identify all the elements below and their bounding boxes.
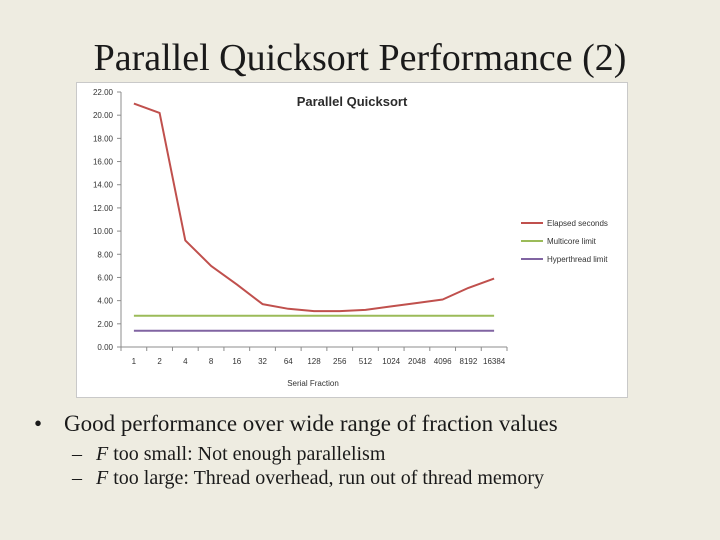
x-tick-label: 4 (183, 357, 188, 366)
x-tick-label: 16384 (483, 357, 506, 366)
y-tick-label: 0.00 (97, 343, 113, 352)
chart-series (133, 102, 495, 332)
bullet-list: • Good performance over wide range of fr… (34, 412, 694, 490)
x-tick-label: 1 (132, 357, 137, 366)
quicksort-line-chart: Parallel Quicksort Serial Fraction 0.00 2… (93, 88, 608, 388)
chart-legend: Elapsed seconds Multicore limit Hyperthrea… (521, 219, 608, 264)
y-tick-label: 22.00 (93, 88, 114, 97)
x-tick-label: 2 (157, 357, 162, 366)
x-tick-label: 32 (258, 357, 267, 366)
x-tick-label: 128 (307, 357, 321, 366)
x-tick-label: 256 (333, 357, 347, 366)
subbullet-item: – F too large: Thread overhead, run out o… (34, 466, 694, 490)
bullet-text: Good performance over wide range of frac… (64, 411, 558, 436)
subbullet-text: too large: Thread overhead, run out of t… (108, 467, 544, 489)
bullet-item: • Good performance over wide range of fr… (34, 412, 624, 436)
x-tick-label: 1024 (382, 357, 400, 366)
y-tick-label: 18.00 (93, 134, 114, 143)
chart-title: Parallel Quicksort (297, 94, 408, 109)
y-tick-label: 12.00 (93, 204, 114, 213)
x-axis-label: Serial Fraction (287, 379, 339, 388)
series-line (133, 102, 495, 313)
subbullet-variable: F (96, 443, 109, 465)
legend-label: Hyperthread limit (547, 255, 608, 264)
x-tick-label: 4096 (434, 357, 452, 366)
x-tick-label: 2048 (408, 357, 426, 366)
legend-label: Multicore limit (547, 237, 597, 246)
subbullet-variable: F (96, 467, 109, 489)
slide-title: Parallel Quicksort Performance (2) (93, 37, 627, 79)
subbullet-text: too small: Not enough parallelism (108, 443, 386, 465)
subbullet-marker: – (72, 443, 82, 465)
x-tick-label: 64 (284, 357, 293, 366)
y-tick-label: 10.00 (93, 227, 114, 236)
y-tick-label: 2.00 (97, 320, 113, 329)
chart-axes: 0.00 2.00 4.00 6.00 8.00 10.00 12.00 14.00 16.00… (93, 88, 508, 366)
y-tick-label: 6.00 (97, 273, 113, 282)
subbullet-item: – F too small: Not enough parallelism (34, 442, 694, 466)
y-tick-label: 4.00 (97, 297, 113, 306)
y-tick-label: 20.00 (93, 111, 114, 120)
chart-frame: Parallel Quicksort Serial Fraction 0.00 2… (76, 82, 628, 398)
y-tick-label: 16.00 (93, 158, 114, 167)
x-tick-label: 512 (359, 357, 373, 366)
y-tick-label: 14.00 (93, 181, 114, 190)
x-tick-label: 8 (209, 357, 214, 366)
y-tick-label: 8.00 (97, 250, 113, 259)
bullet-marker: • (34, 411, 43, 436)
x-tick-label: 8192 (460, 357, 478, 366)
legend-label: Elapsed seconds (547, 219, 608, 228)
x-tick-label: 16 (232, 357, 241, 366)
subbullet-marker: – (72, 467, 82, 489)
